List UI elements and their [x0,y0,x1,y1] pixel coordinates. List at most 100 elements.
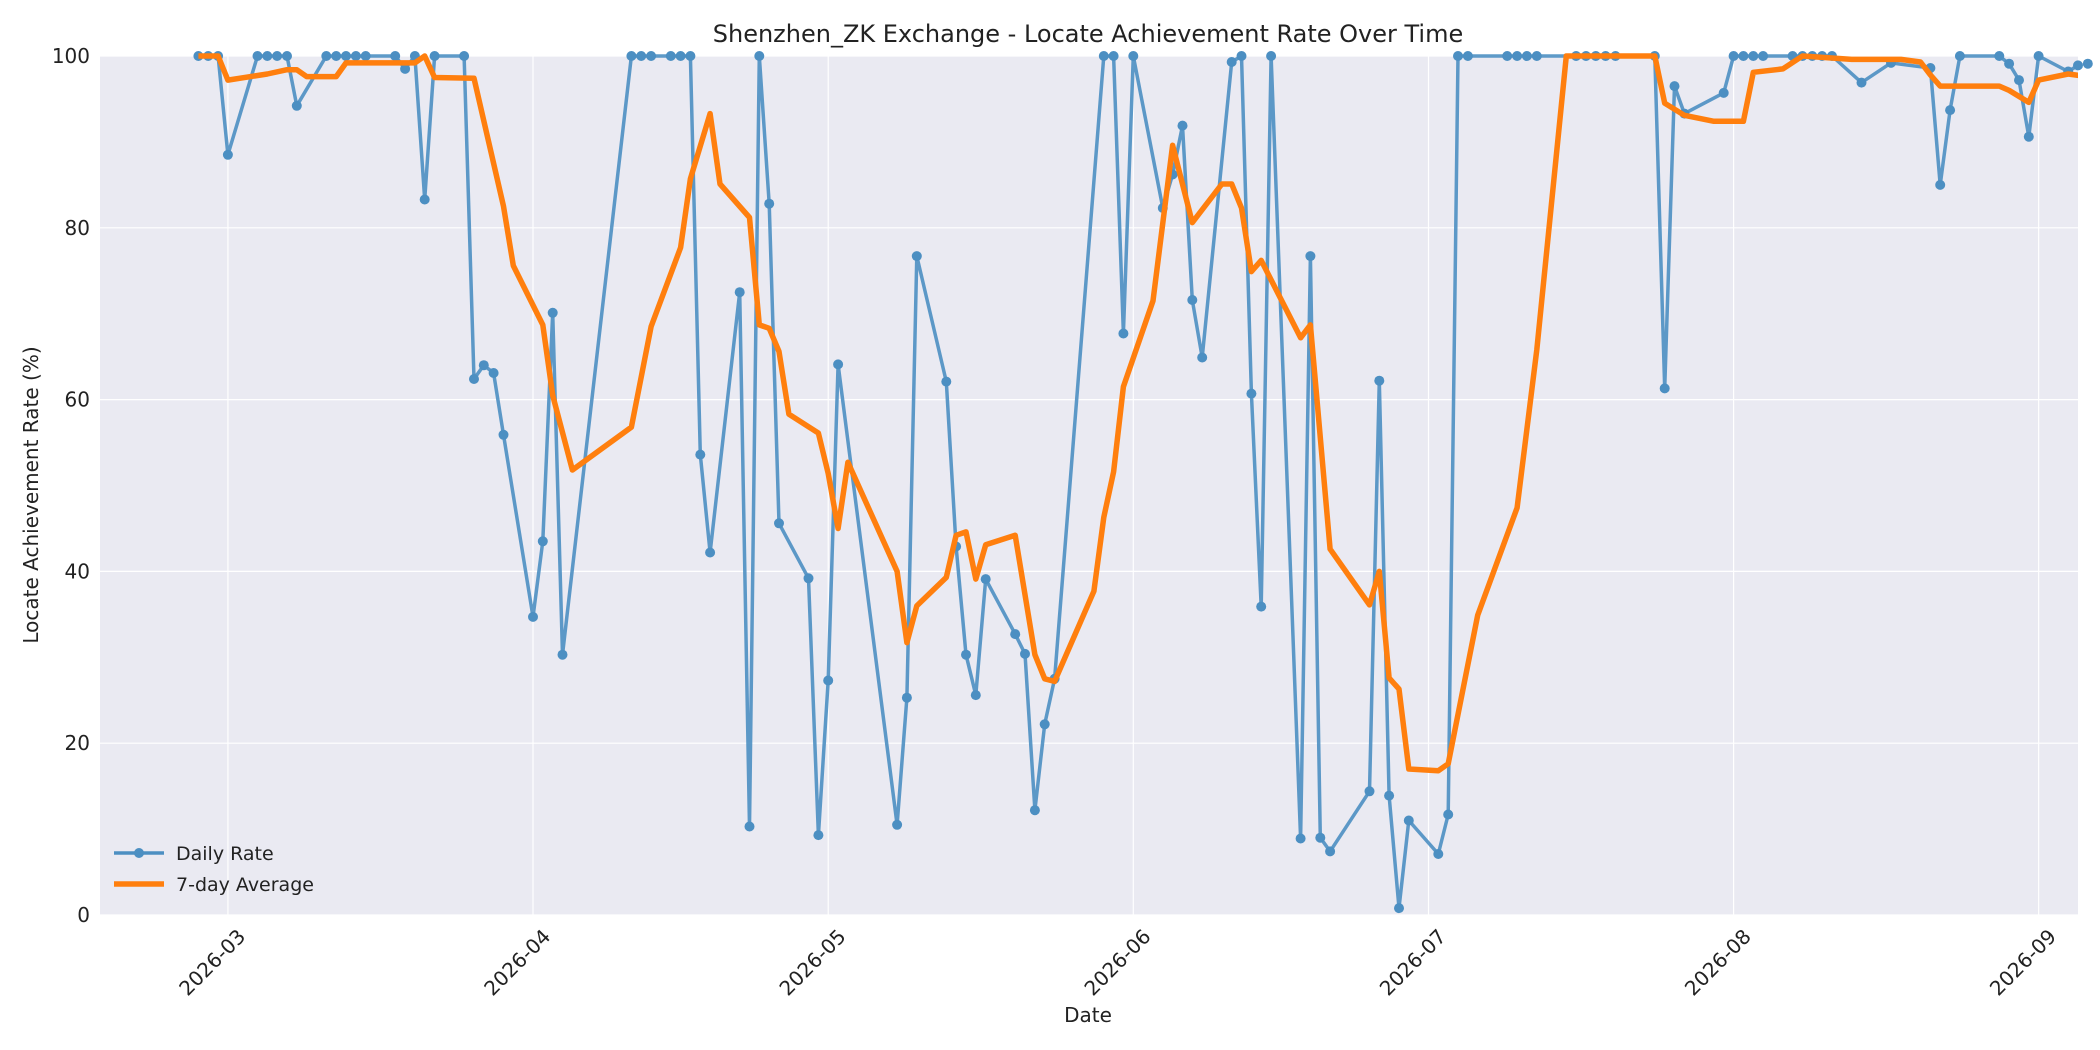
daily-rate-point [2033,51,2044,61]
daily-rate-point [1295,833,1306,844]
daily-rate-point [282,51,292,61]
daily-rate-point [665,51,676,61]
legend-avg-label: 7-day Average [176,874,314,896]
legend-daily-marker [134,848,144,858]
daily-rate-point [1256,601,1267,612]
daily-rate-point [400,63,411,74]
daily-rate-point [1010,629,1021,640]
daily-rate-point [813,830,824,841]
daily-rate-point [695,449,706,460]
x-axis-label: Date [1064,1003,1112,1027]
daily-rate-point [1364,786,1375,797]
daily-rate-point [1531,51,1542,61]
daily-rate-point [419,194,430,205]
daily-rate-point [2014,75,2024,86]
daily-rate-point [1738,51,1749,61]
daily-rate-point [547,307,558,318]
daily-rate-point [1128,51,1139,61]
daily-rate-point [469,374,479,384]
daily-rate-point [1187,295,1198,305]
daily-rate-point [1462,51,1473,61]
y-tick-label: 20 [65,731,90,755]
daily-rate-point [1403,815,1414,826]
daily-rate-point [941,376,952,387]
daily-rate-point [557,649,568,660]
daily-rate-point [970,690,981,701]
daily-rate-point [1266,51,1277,61]
legend-daily-label: Daily Rate [176,843,274,865]
daily-rate-point [1384,790,1395,801]
daily-rate-point [222,149,233,160]
daily-rate-point [1177,120,1188,131]
y-tick-label: 40 [65,559,90,583]
daily-rate-point [1659,383,1670,394]
daily-rate-point [1246,388,1257,399]
daily-rate-point [1197,352,1208,363]
daily-rate-point [1935,179,1946,190]
daily-rate-point [1315,832,1326,843]
y-tick-label: 100 [52,44,90,68]
daily-rate-point [685,51,696,61]
daily-rate-point [1374,375,1385,386]
daily-rate-point [675,51,686,61]
daily-rate-point [1669,81,1680,92]
daily-rate-point [1433,849,1444,859]
daily-rate-point [892,819,903,830]
daily-rate-point [833,359,844,370]
daily-rate-point [429,51,440,61]
daily-rate-point [360,51,371,61]
daily-rate-point [2073,60,2083,71]
daily-rate-point [636,51,647,61]
daily-rate-point [272,51,283,61]
daily-rate-point [291,100,302,111]
daily-rate-point [626,51,637,61]
daily-rate-point [1118,328,1129,339]
daily-rate-point [1039,719,1050,730]
plot-area [100,56,2078,915]
daily-rate-point [2082,58,2093,69]
daily-rate-point [1443,809,1454,820]
daily-rate-point [803,573,814,584]
daily-rate-point [1748,51,1759,61]
daily-rate-point [1226,57,1237,67]
daily-rate-point [1325,846,1336,857]
daily-rate-point [901,692,912,703]
daily-rate-point [262,51,273,61]
y-tick-label: 0 [77,903,90,927]
daily-rate-point [1502,51,1513,61]
daily-rate-point [537,536,548,547]
daily-rate-point [390,51,401,61]
daily-rate-point [478,360,489,371]
y-axis-label: Locate Achievement Rate (%) [19,346,43,643]
daily-rate-point [961,649,971,660]
series-7-day-average-line [198,53,2078,774]
daily-rate-point [1718,87,1729,98]
series-group [193,51,2093,914]
chart-title: Shenzhen_ZK Exchange - Locate Achievemen… [713,20,1464,48]
daily-rate-point [774,518,784,529]
daily-rate-point [2004,58,2015,69]
daily-rate-point [488,368,499,378]
daily-rate-point [705,547,716,558]
daily-rate-point [1108,51,1119,61]
daily-rate-point [528,611,538,622]
daily-rate-point [350,51,361,61]
daily-rate-point [764,198,775,209]
daily-rate-point [1758,51,1769,61]
daily-rate-point [1954,51,1965,61]
daily-rate-point [911,251,922,262]
daily-rate-point [1512,51,1523,61]
daily-rate-point [331,51,342,61]
daily-rate-point [498,429,509,440]
daily-rate-point [252,51,263,61]
y-tick-label: 80 [65,216,90,240]
daily-rate-point [1994,51,2005,61]
daily-rate-point [2023,131,2034,142]
daily-rate-point [1521,51,1532,61]
daily-rate-point [1029,805,1040,816]
daily-rate-point [734,287,745,298]
daily-rate-point [980,574,991,585]
daily-rate-point [1856,77,1867,88]
daily-rate-point [321,51,332,61]
